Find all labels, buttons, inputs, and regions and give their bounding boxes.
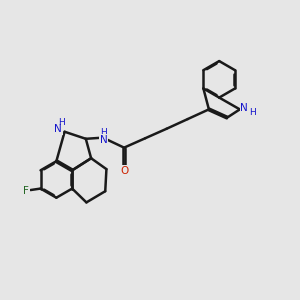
Text: H: H bbox=[100, 128, 107, 137]
Text: O: O bbox=[121, 166, 129, 176]
Text: N: N bbox=[100, 135, 107, 145]
Text: H: H bbox=[58, 118, 64, 127]
Text: F: F bbox=[23, 186, 29, 196]
Text: H: H bbox=[249, 108, 256, 117]
Text: N: N bbox=[54, 124, 62, 134]
Text: N: N bbox=[240, 103, 248, 113]
